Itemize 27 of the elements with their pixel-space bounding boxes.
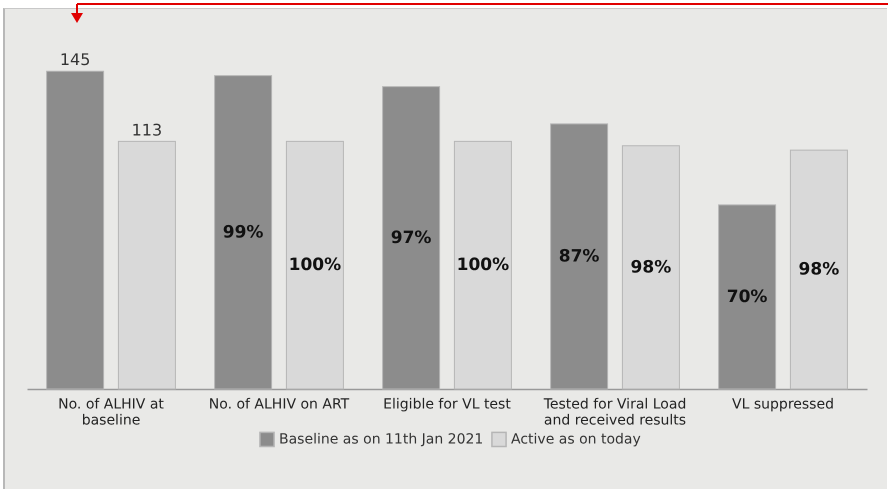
x-tick-label: VL suppressed bbox=[732, 396, 834, 412]
legend-label: Active as on today bbox=[511, 431, 641, 448]
annotation: 100% bbox=[288, 255, 342, 276]
annotation: 98% bbox=[798, 260, 840, 280]
bar bbox=[622, 145, 680, 390]
annotation: 98% bbox=[630, 257, 672, 278]
bar bbox=[382, 86, 440, 390]
legend-label: Baseline as on 11th Jan 2021 bbox=[279, 431, 484, 448]
annotation: 100% bbox=[456, 255, 510, 276]
bar bbox=[214, 75, 272, 390]
annotation: 87% bbox=[558, 246, 600, 266]
data-label: 113 bbox=[132, 120, 162, 140]
x-tick-label: No. of ALHIV at baseline bbox=[58, 396, 164, 428]
x-tick-label: Eligible for VL test bbox=[383, 396, 512, 412]
bar bbox=[118, 140, 176, 390]
bar bbox=[718, 204, 776, 390]
bar bbox=[454, 140, 512, 390]
annotation: 99% bbox=[222, 222, 264, 242]
annotation: 97% bbox=[390, 228, 432, 248]
bar bbox=[286, 140, 344, 390]
data-label: 145 bbox=[60, 50, 90, 70]
x-tick-label: Tested for Viral Load and received results bbox=[542, 396, 686, 428]
annotation: 70% bbox=[726, 286, 768, 307]
bar bbox=[550, 123, 608, 390]
bar bbox=[46, 70, 104, 390]
x-tick-label: No. of ALHIV on ART bbox=[208, 396, 350, 412]
bar bbox=[790, 150, 848, 390]
